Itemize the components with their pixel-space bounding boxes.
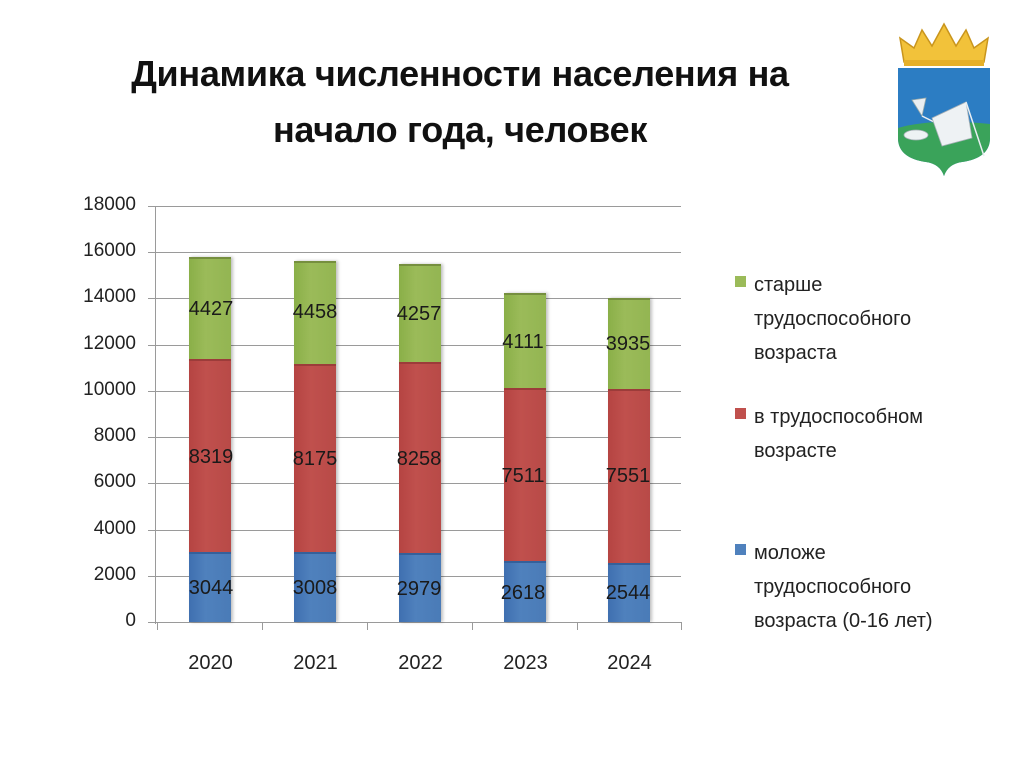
y-tick: [148, 437, 156, 438]
data-label-older: 4458: [292, 301, 338, 323]
y-tick: [148, 391, 156, 392]
y-tick: [148, 252, 156, 253]
bar-segment-older: [294, 260, 336, 364]
y-axis-line: [155, 206, 156, 624]
x-tick: [472, 622, 473, 630]
x-tick: [367, 622, 368, 630]
data-label-older: 4257: [396, 303, 442, 325]
legend-label: в трудоспособном: [754, 406, 924, 428]
y-tick-label: 4000: [93, 518, 136, 539]
bar-segment-older: [504, 292, 546, 388]
y-tick: [148, 483, 156, 484]
bar-segment-young: [189, 551, 231, 622]
bar-2024: [608, 297, 650, 622]
y-tick: [148, 298, 156, 299]
y-tick-label: 14000: [83, 286, 136, 307]
x-tick-label: 2020: [188, 652, 233, 674]
legend-label: возраста (0-16 лет): [754, 610, 933, 632]
legend-label: трудоспособного: [754, 308, 912, 330]
bar-2023: [504, 292, 546, 622]
x-tick-label: 2022: [398, 652, 443, 674]
bar-segment-young: [294, 552, 336, 622]
slide-title-line-2: начало года, человек: [272, 109, 648, 150]
y-tick: [148, 576, 156, 577]
x-tick: [681, 622, 682, 630]
slide-title-line-1: Динамика численности населения на: [131, 53, 789, 94]
y-tick-label: 8000: [93, 425, 136, 446]
data-label-young: 3044: [188, 577, 234, 599]
legend-label: трудоспособного: [754, 576, 912, 598]
data-label-working: 8258: [396, 448, 442, 470]
bar-segment-young: [399, 553, 441, 622]
data-label-young: 2544: [605, 582, 651, 604]
y-tick: [148, 622, 156, 623]
data-label-older: 4111: [502, 331, 544, 353]
bar-segment-working: [189, 359, 231, 552]
data-label-working: 7551: [605, 465, 651, 487]
legend-label: старше: [754, 274, 823, 296]
x-tick-label: 2024: [607, 652, 652, 674]
bar-2020: [189, 257, 231, 622]
bar-segment-working: [294, 363, 336, 553]
x-tick-label: 2021: [293, 652, 338, 674]
bar-segment-older: [399, 263, 441, 363]
x-tick-label: 2023: [503, 652, 548, 674]
data-label-older: 4427: [188, 298, 234, 320]
data-label-working: 8175: [292, 448, 338, 470]
legend-label: моложе: [754, 542, 826, 564]
x-tick: [157, 622, 158, 630]
x-tick: [262, 622, 263, 630]
slide-title: Динамика численности населения на начало…: [40, 46, 880, 158]
coat-of-arms-icon: [898, 22, 990, 176]
y-tick-label: 12000: [83, 333, 136, 354]
gridline: [155, 206, 681, 207]
legend-swatch-young: [735, 544, 746, 555]
bar-segment-older: [189, 257, 231, 360]
bar-2021: [294, 260, 336, 622]
y-tick-label: 10000: [83, 379, 136, 400]
y-tick: [148, 530, 156, 531]
legend-swatch-older: [735, 276, 746, 287]
x-axis-line: [155, 622, 681, 623]
y-tick-label: 6000: [93, 471, 136, 492]
bar-segment-working: [608, 388, 650, 564]
y-tick: [148, 345, 156, 346]
y-tick: [148, 206, 156, 207]
legend-label: возраста: [754, 342, 837, 364]
bar-segment-young: [608, 563, 650, 622]
data-label-young: 2979: [396, 578, 442, 600]
data-label-older: 3935: [605, 333, 651, 355]
bar-segment-older: [608, 297, 650, 389]
gridline: [155, 252, 681, 253]
data-label-young: 2618: [500, 582, 546, 604]
bar-2022: [399, 263, 441, 622]
bar-segment-young: [504, 561, 546, 622]
bar-segment-working: [504, 387, 546, 562]
bar-segment-working: [399, 362, 441, 554]
legend-label: возрасте: [754, 440, 837, 462]
data-label-working: 7511: [501, 465, 545, 487]
y-tick-label: 18000: [83, 194, 136, 215]
y-tick-label: 2000: [93, 564, 136, 585]
legend-swatch-working: [735, 408, 746, 419]
x-tick: [577, 622, 578, 630]
data-label-young: 3008: [292, 577, 338, 599]
y-tick-label: 0: [125, 610, 136, 631]
data-label-working: 8319: [188, 446, 234, 468]
y-tick-label: 16000: [83, 240, 136, 261]
